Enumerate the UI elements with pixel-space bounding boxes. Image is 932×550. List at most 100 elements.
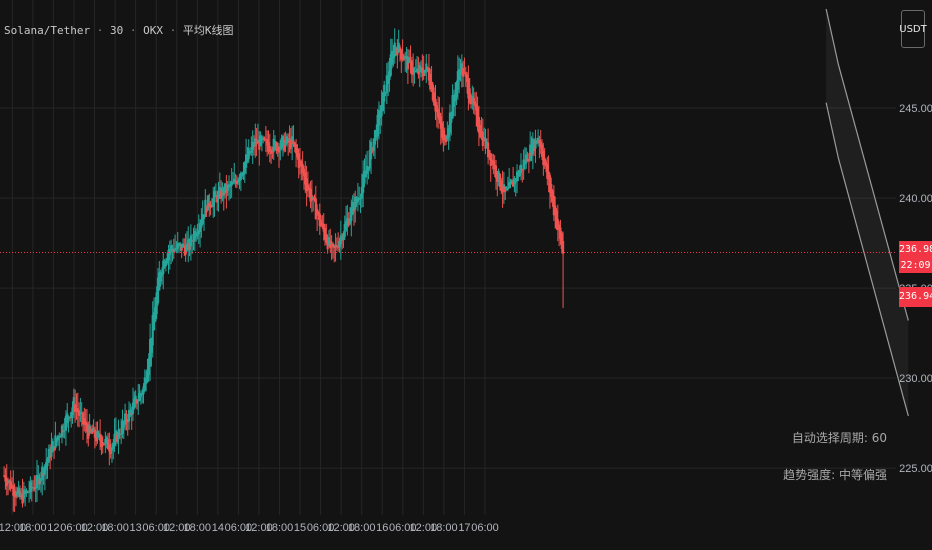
candle-body — [446, 135, 449, 140]
candle-body — [523, 162, 527, 165]
x-tick-label: 06:00 — [307, 522, 335, 534]
candle-body — [413, 70, 416, 72]
candle-body — [260, 139, 263, 141]
candle-body — [521, 168, 524, 170]
candle-body — [293, 142, 296, 147]
candle-body — [21, 493, 24, 504]
candle-body — [26, 491, 29, 493]
candle-body — [223, 183, 227, 194]
candle-body — [289, 139, 292, 149]
candle-body — [515, 171, 519, 182]
candle-body — [222, 191, 225, 196]
candle-body — [317, 212, 320, 215]
candle-body — [50, 446, 53, 457]
candle-body — [60, 425, 64, 437]
candle-body — [8, 480, 11, 483]
candle-body — [419, 66, 423, 69]
symbol-legend[interactable]: Solana/Tether · 30 · OKX · 平均K线图 — [4, 22, 233, 38]
candle-body — [108, 444, 111, 452]
candle-body — [316, 208, 319, 216]
candle-body — [379, 114, 382, 118]
candle-body — [538, 139, 541, 144]
currency-button[interactable]: USDT — [899, 10, 927, 48]
candle-body — [468, 88, 471, 103]
candle-body — [467, 78, 470, 99]
x-tick-label: 06:00 — [389, 522, 417, 534]
candle-body — [27, 491, 31, 493]
candle-body — [275, 143, 278, 152]
candle-body — [291, 136, 294, 145]
candle-body — [162, 260, 165, 275]
candle-body — [204, 199, 207, 217]
candle-body — [406, 56, 409, 70]
channel-fill — [826, 9, 909, 416]
candle-body — [135, 399, 139, 404]
candle-body — [25, 490, 28, 494]
candle-body — [102, 443, 106, 445]
candle-body — [319, 219, 323, 227]
candle-body — [184, 246, 187, 255]
candle-body — [187, 239, 190, 248]
candle-body — [440, 122, 444, 138]
candle-body — [77, 410, 81, 416]
x-tick-label: 18:00 — [19, 522, 47, 534]
candle-body — [287, 139, 290, 143]
candle-body — [479, 124, 482, 138]
candle-body — [16, 491, 19, 496]
candle-body — [393, 42, 396, 57]
candle-body — [344, 221, 348, 231]
candle-body — [492, 160, 495, 170]
candle-body — [529, 144, 532, 161]
candle-body — [52, 446, 56, 451]
candle-body — [66, 413, 69, 424]
candle-body — [106, 439, 110, 450]
candle-body — [264, 139, 267, 141]
candle-body — [360, 186, 363, 199]
candle-body — [188, 243, 191, 250]
candle-body — [170, 245, 173, 253]
candle-body — [38, 478, 41, 485]
x-tick-label: 12 — [47, 522, 59, 534]
candle-body — [475, 103, 478, 111]
candle-body — [552, 195, 555, 216]
candle-body — [296, 148, 299, 158]
candle-body — [334, 244, 337, 247]
candle-body — [530, 152, 533, 156]
candle-body — [480, 131, 483, 134]
candle-body — [469, 95, 473, 105]
candle-body — [281, 136, 285, 144]
candle-body — [304, 172, 307, 185]
candle-body — [422, 70, 425, 77]
candle-body — [522, 159, 525, 169]
candle-body — [118, 433, 121, 435]
candle-body — [85, 423, 89, 432]
candle-body — [381, 92, 384, 111]
candle-body — [99, 433, 102, 441]
candle-body — [112, 442, 115, 450]
candle-body — [404, 56, 407, 59]
candle-body — [372, 138, 375, 151]
candle-body — [505, 189, 508, 191]
candle-body — [229, 185, 232, 187]
candle-body — [539, 141, 542, 148]
candles — [3, 28, 565, 513]
candle-body — [247, 147, 250, 160]
candle-body — [439, 116, 442, 129]
candle-body — [536, 137, 540, 143]
candle-body — [216, 195, 219, 203]
candle-body — [358, 198, 361, 200]
candle-body — [405, 56, 408, 58]
legend-exchange: OKX — [143, 24, 163, 37]
candle-body — [338, 241, 341, 248]
candle-body — [226, 184, 229, 191]
candle-body — [101, 442, 104, 446]
candle-body — [59, 436, 62, 438]
candle-body — [279, 146, 282, 150]
candle-body — [134, 395, 137, 404]
candle-body — [481, 132, 484, 147]
legend-separator: · — [96, 24, 104, 37]
candle-body — [109, 447, 112, 454]
candle-body — [389, 54, 392, 76]
candle-body — [314, 198, 317, 220]
